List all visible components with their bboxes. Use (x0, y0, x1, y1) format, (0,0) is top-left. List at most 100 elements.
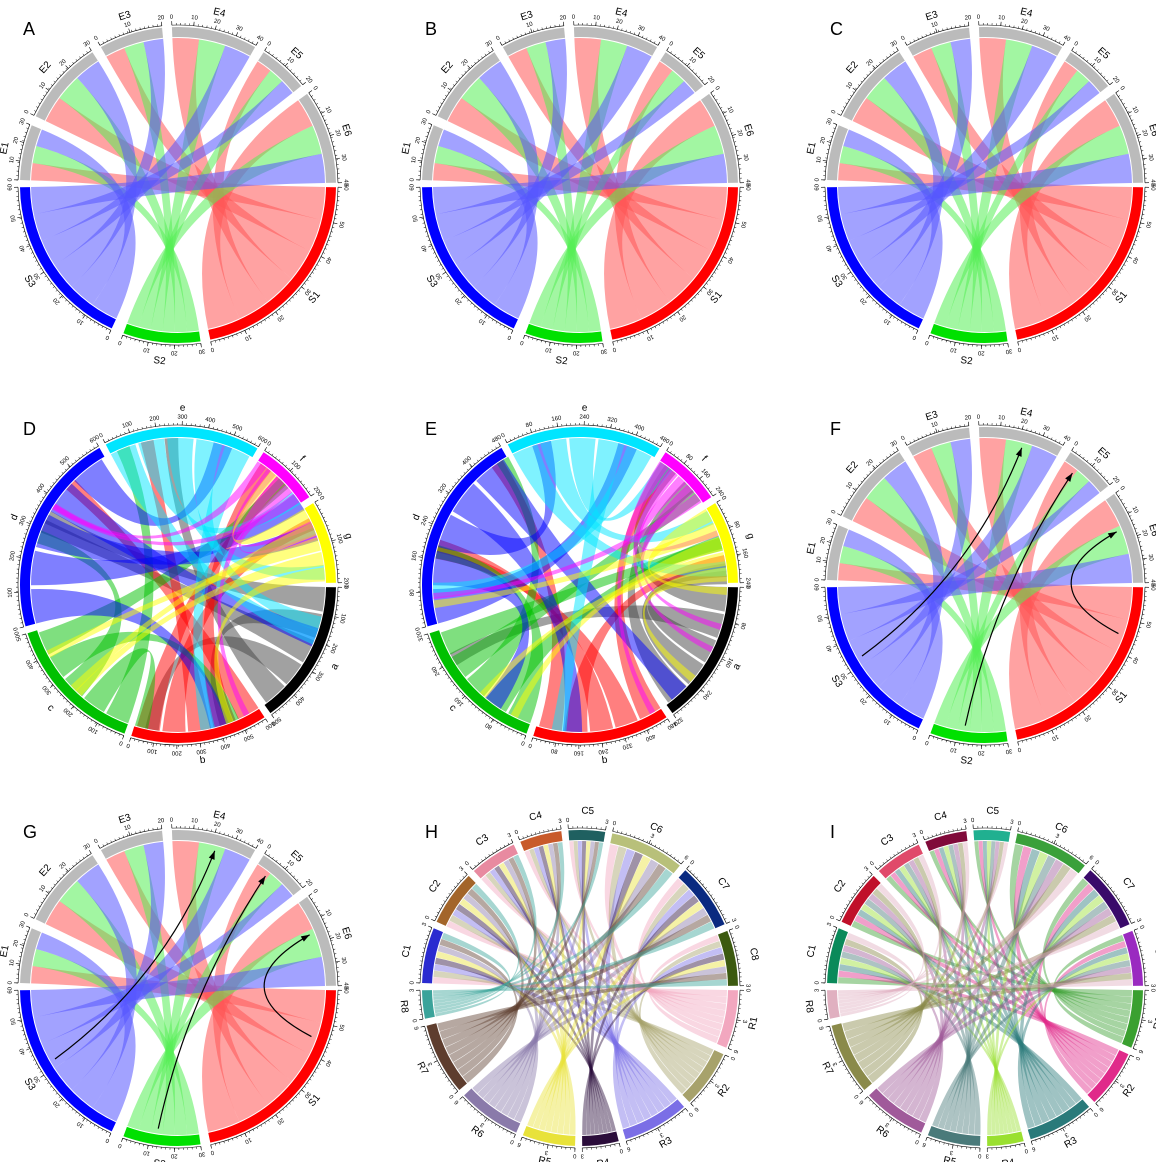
tick-label: 160 (573, 749, 584, 755)
sector-arc (1065, 452, 1109, 493)
minor-tick (899, 1124, 902, 1127)
minor-tick (925, 434, 927, 437)
tick-label: 400 (25, 658, 35, 670)
tick-label: 0 (733, 925, 740, 931)
axis-line (99, 25, 162, 46)
chord-ribbon (888, 859, 1064, 1104)
sector-label: R4 (596, 1157, 611, 1162)
tick-label: 20 (213, 822, 222, 830)
major-tick (210, 341, 212, 346)
minor-tick (500, 724, 502, 727)
tick-label: 40 (255, 838, 264, 847)
minor-tick (713, 272, 716, 274)
minor-tick (652, 727, 654, 730)
chord-ribbon (945, 470, 1090, 730)
minor-tick (1121, 1071, 1124, 1073)
chord-ribbon (866, 477, 994, 732)
chord-ribbon (172, 841, 292, 1105)
tick-label: 80 (738, 622, 746, 631)
minor-tick (830, 1034, 833, 1036)
major-tick (19, 141, 24, 143)
chord-ribbon (861, 438, 972, 687)
minor-tick (1118, 495, 1121, 497)
minor-tick (655, 1128, 657, 1131)
minor-tick (852, 1080, 855, 1082)
major-tick (310, 493, 315, 497)
minor-tick (872, 67, 875, 70)
major-tick (1007, 743, 1009, 748)
minor-tick (1085, 708, 1088, 711)
chord-ribbon (608, 846, 696, 1084)
minor-tick (1026, 28, 1028, 31)
minor-tick (426, 131, 429, 133)
tick-label: 30 (890, 40, 899, 49)
chord-ribbon (538, 845, 604, 1134)
tick-label: 0 (687, 1111, 694, 1118)
minor-tick (1039, 335, 1041, 338)
axis-line (1133, 930, 1146, 986)
minor-tick (879, 864, 882, 867)
minor-tick (642, 35, 644, 38)
minor-tick (495, 446, 497, 449)
minor-tick (424, 140, 427, 142)
tick-label: 3 (1146, 1019, 1153, 1024)
minor-tick (650, 328, 653, 331)
minor-tick (718, 264, 721, 266)
major-tick (45, 890, 50, 894)
minor-tick (845, 502, 848, 504)
minor-tick (863, 477, 866, 480)
minor-tick (303, 683, 306, 685)
tick-label: 320 (416, 630, 425, 642)
minor-tick (648, 729, 650, 732)
minor-tick (320, 914, 323, 916)
minor-tick (37, 1067, 40, 1069)
minor-tick (1125, 660, 1128, 662)
tick-label: 0 (519, 339, 525, 346)
axis-line (1031, 1108, 1091, 1142)
tick-label: 40 (19, 244, 27, 253)
minor-tick (424, 231, 427, 233)
sector-arc (533, 708, 667, 744)
minor-tick (1063, 846, 1066, 849)
tick-label: 10 (324, 909, 333, 918)
minor-tick (1038, 432, 1041, 435)
minor-tick (443, 900, 446, 902)
minor-tick (449, 489, 451, 491)
minor-tick (1102, 293, 1105, 296)
minor-tick (1055, 842, 1058, 845)
minor-tick (693, 470, 696, 473)
minor-tick (44, 492, 47, 495)
axis-line (171, 827, 257, 849)
tick-label: 10 (998, 415, 1006, 422)
tick-label: 320 (438, 482, 449, 494)
tick-label: 20 (59, 861, 68, 870)
minor-tick (1098, 873, 1100, 876)
sector-arc (717, 990, 738, 1048)
tick-label: 20 (977, 349, 984, 355)
minor-tick (893, 51, 895, 54)
sector-arc (123, 1126, 201, 1147)
tick-label: 0 (425, 914, 432, 920)
minor-tick (58, 475, 61, 477)
major-tick (869, 871, 873, 875)
sector-label: C5 (581, 806, 595, 818)
chord-ribbon (851, 920, 1132, 1004)
arrow-head (300, 934, 310, 942)
major-tick (710, 1080, 714, 1084)
minor-tick (907, 1128, 909, 1131)
minor-tick (866, 74, 869, 76)
minor-tick (838, 252, 841, 254)
minor-tick (426, 934, 429, 936)
minor-tick (71, 462, 74, 465)
minor-tick (732, 231, 736, 233)
axis-line (978, 424, 1064, 446)
minor-tick (852, 91, 855, 93)
minor-tick (278, 308, 281, 311)
tick-label: 30 (840, 271, 849, 280)
tick-label: 240 (597, 747, 608, 754)
tick-label: 0 (520, 739, 526, 746)
tick-label: 0 (527, 741, 533, 748)
minor-tick (718, 906, 720, 908)
minor-tick (311, 272, 314, 274)
tick-label: 600 (256, 435, 268, 446)
